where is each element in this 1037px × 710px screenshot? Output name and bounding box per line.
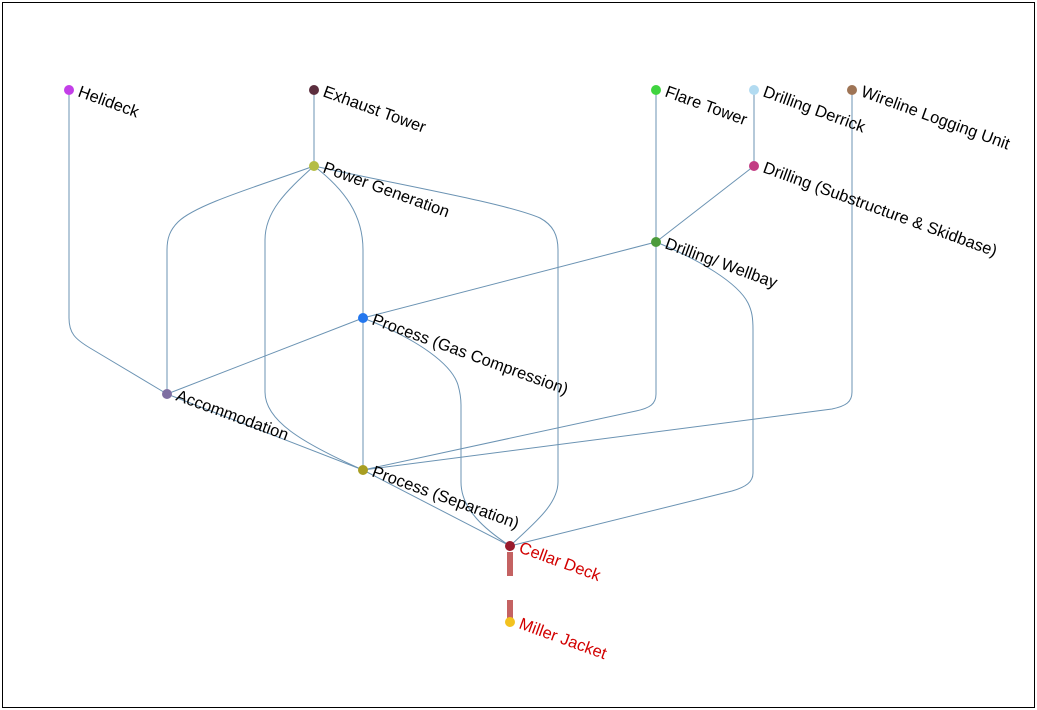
- node-dot: [64, 85, 74, 95]
- node-dot: [358, 465, 368, 475]
- edge-wireline-logging-unit-to-process-separation: [362, 90, 853, 471]
- edge-process-gas-compression-to-cellar-deck: [362, 317, 511, 547]
- node-dot: [505, 617, 515, 627]
- edge-drilling-substructure-to-drilling-wellbay: [655, 165, 755, 243]
- node-dot: [162, 389, 172, 399]
- node-dot: [358, 313, 368, 323]
- edge-helideck-to-accommodation: [68, 90, 168, 395]
- edge-drilling-wellbay-to-process-gas-compression: [362, 241, 657, 319]
- node-dot: [651, 237, 661, 247]
- node-dot: [651, 85, 661, 95]
- node-dot: [847, 85, 857, 95]
- edge-drilling-wellbay-to-cellar-deck: [509, 241, 754, 547]
- node-dot: [309, 161, 319, 171]
- edge-process-gas-compression-to-accommodation: [166, 317, 364, 395]
- edge-power-generation-to-process-gas-compression: [313, 165, 364, 318]
- edges: [68, 90, 853, 547]
- node-dot: [505, 541, 515, 551]
- node-dot: [749, 85, 759, 95]
- edge-process-separation-to-cellar-deck: [362, 469, 511, 547]
- node-dot: [309, 85, 319, 95]
- node-dot: [749, 161, 759, 171]
- edge-accommodation-to-process-separation: [166, 393, 364, 471]
- edge-power-generation-to-process-separation: [264, 165, 364, 471]
- edge-drilling-wellbay-to-process-separation: [362, 242, 657, 471]
- edge-power-generation-to-accommodation: [166, 165, 315, 394]
- edge-power-generation-to-cellar-deck: [313, 165, 559, 547]
